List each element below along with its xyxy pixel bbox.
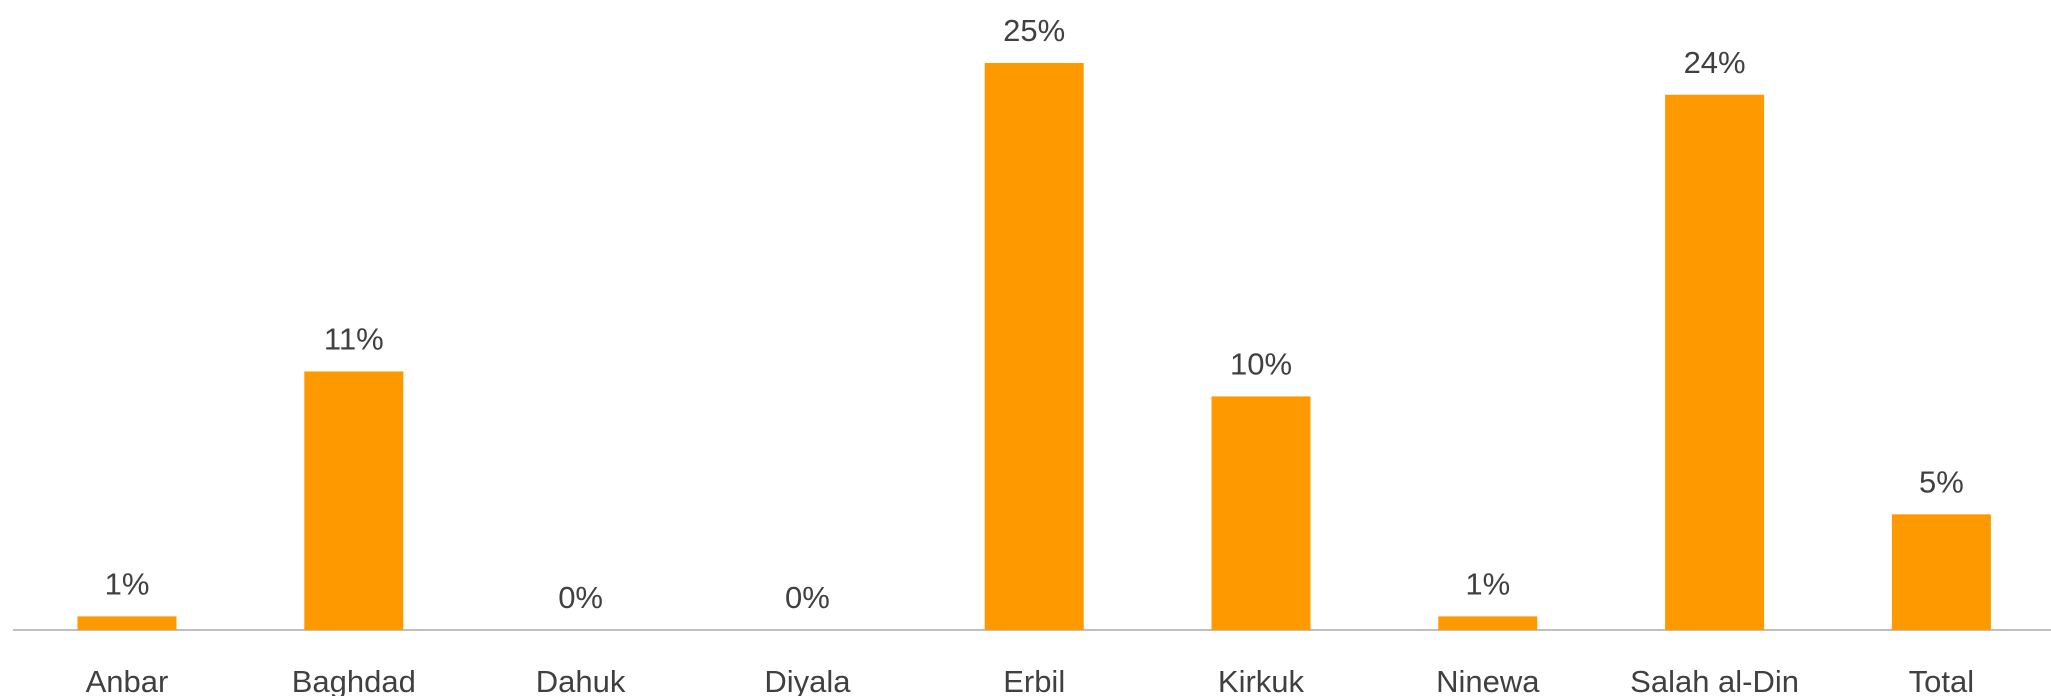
value-label: 10% (1230, 346, 1292, 381)
x-tick-label: Erbil (1003, 664, 1065, 696)
x-tick-label: Total (1909, 664, 1974, 696)
value-label: 11% (324, 321, 384, 356)
bar (1438, 616, 1538, 630)
x-tick-label: Dahuk (536, 664, 626, 696)
x-tick-label: Diyala (764, 664, 851, 696)
bar (984, 63, 1084, 630)
value-label: 25% (1003, 13, 1065, 48)
value-label: 0% (785, 580, 830, 615)
value-label: 0% (558, 580, 603, 615)
value-label: 1% (105, 566, 150, 601)
bar (304, 371, 404, 630)
value-label: 1% (1465, 566, 1510, 601)
x-tick-label: Kirkuk (1218, 664, 1305, 696)
bar (1891, 514, 1991, 630)
value-label: 5% (1919, 464, 1964, 499)
bar (77, 616, 177, 630)
x-tick-label: Salah al-Din (1630, 664, 1799, 696)
x-tick-label: Ninewa (1436, 664, 1540, 696)
bar (1665, 94, 1765, 630)
bar (1211, 396, 1311, 630)
x-tick-label: Baghdad (292, 664, 416, 696)
value-label: 24% (1684, 45, 1746, 80)
x-tick-label: Anbar (86, 664, 169, 696)
